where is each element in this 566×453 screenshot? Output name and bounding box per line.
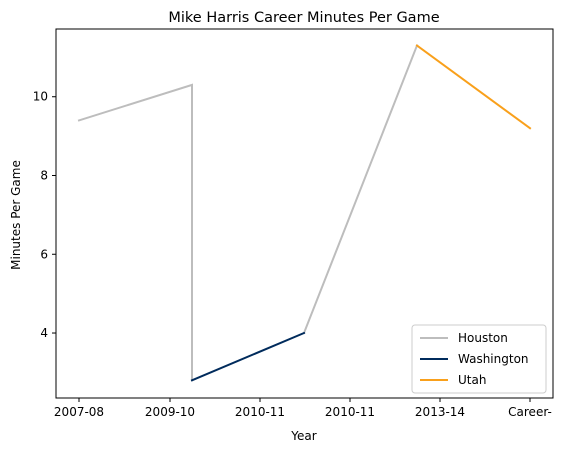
legend: Houston Washington Utah [411, 324, 547, 394]
series-layer [77, 44, 532, 382]
legend-label-houston: Houston [458, 331, 508, 345]
y-tick-label: 8 [40, 168, 48, 182]
x-tick-label: 2010-11 [325, 405, 375, 419]
y-axis-label: Minutes Per Game [9, 160, 23, 270]
y-tick-label: 4 [40, 326, 48, 340]
x-axis-ticks: 2007-08 2009-10 2010-11 2010-11 2013-14 Caree… [54, 398, 552, 419]
x-tick-label: 2009-10 [145, 405, 195, 419]
x-tick-label: 2010-11 [235, 405, 285, 419]
series-line-houston-1 [302, 44, 419, 335]
legend-box [411, 324, 547, 394]
x-axis-label: Year [290, 429, 316, 443]
y-axis-ticks: 4 6 8 10 [33, 90, 56, 340]
series-line-houston-0 [77, 83, 193, 382]
x-tick-label: 2013-14 [415, 405, 465, 419]
y-tick-label: 10 [33, 90, 48, 104]
chart-title: Mike Harris Career Minutes Per Game [168, 10, 439, 26]
x-tick-label: Career- [508, 405, 552, 419]
legend-label-washington: Washington [458, 352, 529, 366]
y-tick-label: 6 [40, 247, 48, 261]
x-tick-label: 2007-08 [54, 405, 104, 419]
legend-label-utah: Utah [458, 373, 486, 387]
series-line-utah-0 [415, 44, 532, 130]
plot-frame [55, 28, 554, 399]
series-line-washington-0 [190, 331, 306, 382]
